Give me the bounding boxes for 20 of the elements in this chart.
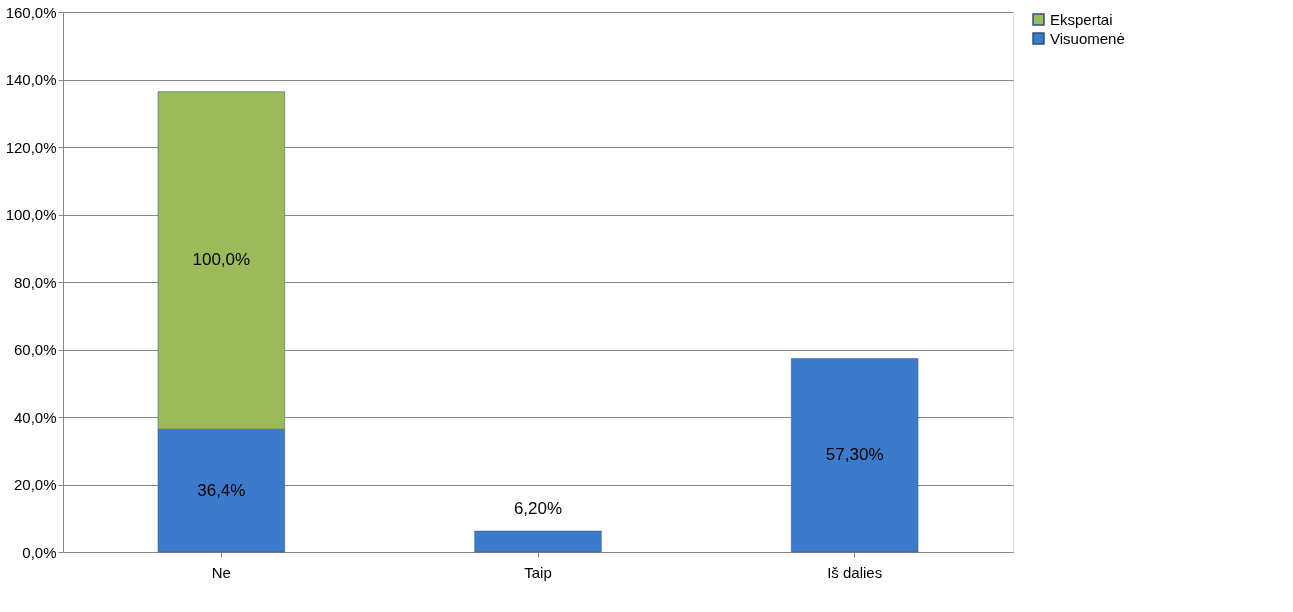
data-label: 6,20%: [513, 499, 563, 519]
bar: [474, 530, 602, 553]
y-tick-label: 160,0%: [5, 3, 57, 21]
data-label: 100,0%: [192, 250, 251, 270]
data-label: 36,4%: [197, 480, 246, 500]
x-tick-label: Iš dalies: [827, 563, 883, 581]
y-tick-label: 100,0%: [5, 206, 57, 223]
y-tick-label: 40,0%: [13, 408, 57, 426]
y-tick-label: 140,0%: [5, 71, 57, 88]
bar: [791, 358, 919, 553]
y-tick-label: 120,0%: [5, 138, 57, 156]
legend-label: Visuomenė: [1050, 29, 1125, 47]
y-tick-label: 0,0%: [22, 543, 57, 561]
y-tick-label: 60,0%: [13, 341, 57, 358]
y-tick-label: 80,0%: [13, 273, 57, 291]
x-tick-label: Ne: [211, 563, 231, 581]
legend-label: Ekspertai: [1050, 10, 1113, 28]
y-tick-label: 20,0%: [13, 476, 57, 493]
x-tick-label: Taip: [524, 563, 552, 581]
data-label: 57,30%: [825, 445, 884, 465]
